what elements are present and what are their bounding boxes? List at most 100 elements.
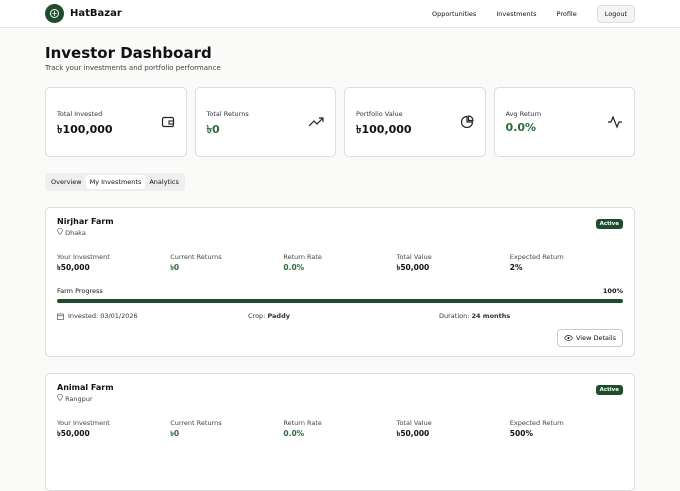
nav-link[interactable]: Opportunities <box>431 10 477 18</box>
field-label: Current Returns <box>170 419 222 427</box>
duration: Duration: 24 months <box>439 312 510 320</box>
location: Dhaka <box>57 227 623 237</box>
investment-card: Nirjhar Farm Dhaka Active Your Investment ৳… <box>45 207 635 357</box>
field-label: Expected Return <box>509 419 564 427</box>
invested-date: Invested: 03/01/2026 <box>57 312 248 320</box>
progress-label: 100% <box>602 287 623 295</box>
location: Rangpur <box>57 393 623 403</box>
stat-card: Avg Return 0.0% <box>493 87 635 157</box>
meta-row: Invested: 03/01/2026 Crop: Paddy Duration:… <box>57 312 623 320</box>
card-rest <box>57 441 623 481</box>
crop-label: Crop: <box>248 312 266 320</box>
logo-icon <box>50 9 59 18</box>
wallet-icon <box>161 116 174 128</box>
field-value: ৳0 <box>170 263 180 272</box>
investment-list: Nirjhar Farm Dhaka Active Your Investment ৳… <box>45 207 635 491</box>
tab[interactable]: Overview <box>51 178 82 186</box>
progress-track <box>57 299 623 303</box>
field-value: 0.0% <box>283 263 305 272</box>
status-badge: Active <box>595 219 623 229</box>
field-label: Return Rate <box>283 419 322 427</box>
nav-links: Opportunities Investments Profile Logout <box>432 5 635 23</box>
stat-value: 0.0% <box>505 121 537 134</box>
field-value: ৳50,000 <box>396 263 430 272</box>
page-title: Investor Dashboard <box>45 44 212 62</box>
field: Expected Return 2% <box>510 253 623 275</box>
field-value: ৳50,000 <box>57 429 90 438</box>
field-label: Your Investment <box>57 419 110 427</box>
calendar-icon <box>57 313 64 320</box>
pin-icon <box>57 227 63 236</box>
stat-label: Total Returns <box>206 110 249 118</box>
field: Return Rate 0.0% <box>283 419 396 441</box>
stat-value: ৳100,000 <box>57 123 113 136</box>
field: Expected Return 500% <box>510 419 623 441</box>
field-label: Total Value <box>396 253 432 261</box>
stat-label: Portfolio Value <box>356 110 403 118</box>
field: Current Returns ৳0 <box>170 419 283 441</box>
field-value: 500% <box>509 429 533 438</box>
field-label: Expected Return <box>509 253 564 261</box>
button-row: View Details <box>57 329 623 347</box>
tab[interactable]: Analytics <box>149 178 179 186</box>
field-label: Total Value <box>396 419 432 427</box>
button-text: View Details <box>575 334 616 342</box>
duration-label: Duration: <box>439 312 470 320</box>
stat-card: Portfolio Value ৳100,000 <box>344 87 486 157</box>
fields: Your Investment ৳50,000 Current Returns ৳0 R… <box>57 419 623 441</box>
stats: Total Invested ৳100,000 Total Returns ৳0 P… <box>45 87 635 157</box>
field-value: ৳0 <box>170 429 180 438</box>
activity-icon <box>608 115 622 129</box>
duration-value: 24 months <box>471 312 511 320</box>
location-text: Dhaka <box>65 229 86 237</box>
progress-fill <box>57 299 623 303</box>
field-label: Current Returns <box>170 253 222 261</box>
field: Total Value ৳50,000 <box>397 419 510 441</box>
stat-label: Total Invested <box>57 110 103 118</box>
nav-link[interactable]: Profile <box>556 10 577 18</box>
field: Return Rate 0.0% <box>283 253 396 275</box>
stat-card: Total Returns ৳0 <box>194 87 336 157</box>
fields: Your Investment ৳50,000 Current Returns ৳0 R… <box>57 253 623 275</box>
field-value: ৳50,000 <box>57 263 90 272</box>
page-subtitle: Track your investments and portfolio per… <box>45 64 221 72</box>
trend-icon <box>308 117 324 127</box>
progress-row: Farm Progress 100% <box>57 287 623 295</box>
crop: Crop: Paddy <box>248 312 439 320</box>
field: Current Returns ৳0 <box>170 253 283 275</box>
field-label: Return Rate <box>283 253 322 261</box>
brand[interactable]: HatBazar <box>70 8 122 19</box>
location-text: Rangpur <box>65 395 93 403</box>
status-badge: Active <box>595 385 623 395</box>
crop-value: Paddy <box>267 312 290 320</box>
field-value: 2% <box>509 263 523 272</box>
field: Total Value ৳50,000 <box>397 253 510 275</box>
field-value: ৳50,000 <box>396 429 430 438</box>
logo[interactable] <box>45 4 64 23</box>
logout-button[interactable]: Logout <box>596 5 635 23</box>
eye-icon <box>564 335 573 341</box>
field: Your Investment ৳50,000 <box>57 253 170 275</box>
main: Investor Dashboard Track your investment… <box>0 44 680 491</box>
farm-name: Nirjhar Farm <box>57 217 114 226</box>
stat-value: ৳0 <box>206 123 220 136</box>
progress-title: Farm Progress <box>57 287 103 295</box>
pie-icon <box>460 115 474 129</box>
tab-active[interactable]: My Investments <box>85 175 146 189</box>
farm-name: Animal Farm <box>57 383 114 392</box>
invested-text: Invested: 03/01/2026 <box>68 312 138 320</box>
investment-card: Animal Farm Rangpur Active Your Investment… <box>45 373 635 491</box>
nav-link[interactable]: Investments <box>496 10 537 18</box>
tabs: Overview My Investments Analytics <box>45 173 185 191</box>
navbar: HatBazar Opportunities Investments Profi… <box>0 0 680 28</box>
stat-value: ৳100,000 <box>356 123 412 136</box>
pin-icon <box>57 393 63 402</box>
view-details-button[interactable]: View Details <box>556 329 623 347</box>
stat-label: Avg Return <box>505 110 542 118</box>
field-label: Your Investment <box>57 253 110 261</box>
field: Your Investment ৳50,000 <box>57 419 170 441</box>
stat-card: Total Invested ৳100,000 <box>45 87 187 157</box>
field-value: 0.0% <box>283 429 305 438</box>
